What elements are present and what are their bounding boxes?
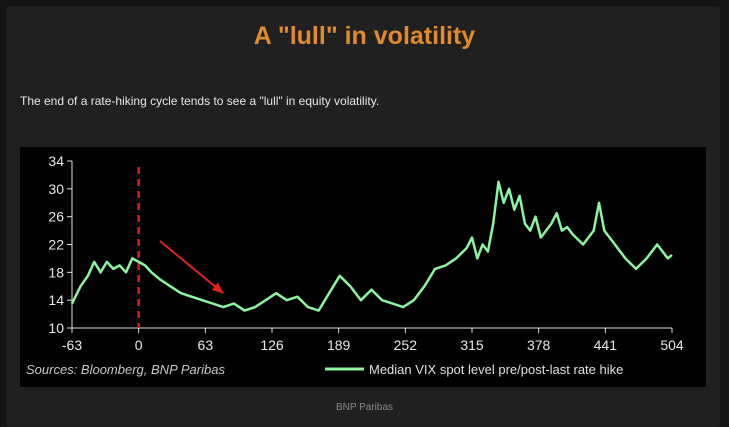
y-tick-label: 18 — [48, 264, 64, 280]
x-tick-label: 126 — [260, 337, 284, 353]
page-title: A "lull" in volatility — [253, 22, 476, 50]
chart-source-note: Sources: Bloomberg, BNP Paribas — [26, 362, 225, 377]
chart-annotations — [137, 167, 224, 328]
y-tick-label: 10 — [48, 320, 64, 336]
x-tick-label: 315 — [460, 337, 484, 353]
x-tick-label: 378 — [527, 337, 551, 353]
x-tick-label: 441 — [594, 337, 618, 353]
y-tick-label: 14 — [48, 292, 64, 308]
page-subtitle: The end of a rate-hiking cycle tends to … — [20, 94, 380, 108]
x-tick-label: 0 — [135, 337, 143, 353]
y-axis: 10 14 18 22 26 30 34 — [48, 153, 73, 336]
chart-series — [70, 180, 673, 312]
series-line-median-vix — [70, 180, 673, 312]
x-tick-label: 252 — [394, 337, 418, 353]
x-tick-label: 504 — [660, 337, 684, 353]
chart-panel: 10 14 18 22 26 30 34 -63 0 63 126 189 252 315 378 441 5… — [20, 147, 706, 387]
x-tick-label: -63 — [62, 337, 82, 353]
y-tick-label: 30 — [48, 181, 64, 197]
y-tick-label: 22 — [48, 237, 64, 253]
y-tick-label: 26 — [48, 209, 64, 225]
y-tick-label: 34 — [48, 153, 64, 169]
trend-arrow-shaft — [159, 240, 224, 294]
chart-legend: Median VIX spot level pre/post-last rate… — [325, 362, 623, 377]
trend-arrow-head — [211, 282, 224, 294]
vix-line-chart: 10 14 18 22 26 30 34 -63 0 63 126 189 252 315 378 441 5… — [26, 153, 684, 377]
legend-series-label: Median VIX spot level pre/post-last rate… — [369, 362, 623, 377]
x-axis: -63 0 63 126 189 252 315 378 441 504 — [62, 327, 684, 353]
x-tick-label: 63 — [198, 337, 214, 353]
footer-source: BNP Paribas — [335, 402, 394, 413]
x-tick-label: 189 — [327, 337, 351, 353]
